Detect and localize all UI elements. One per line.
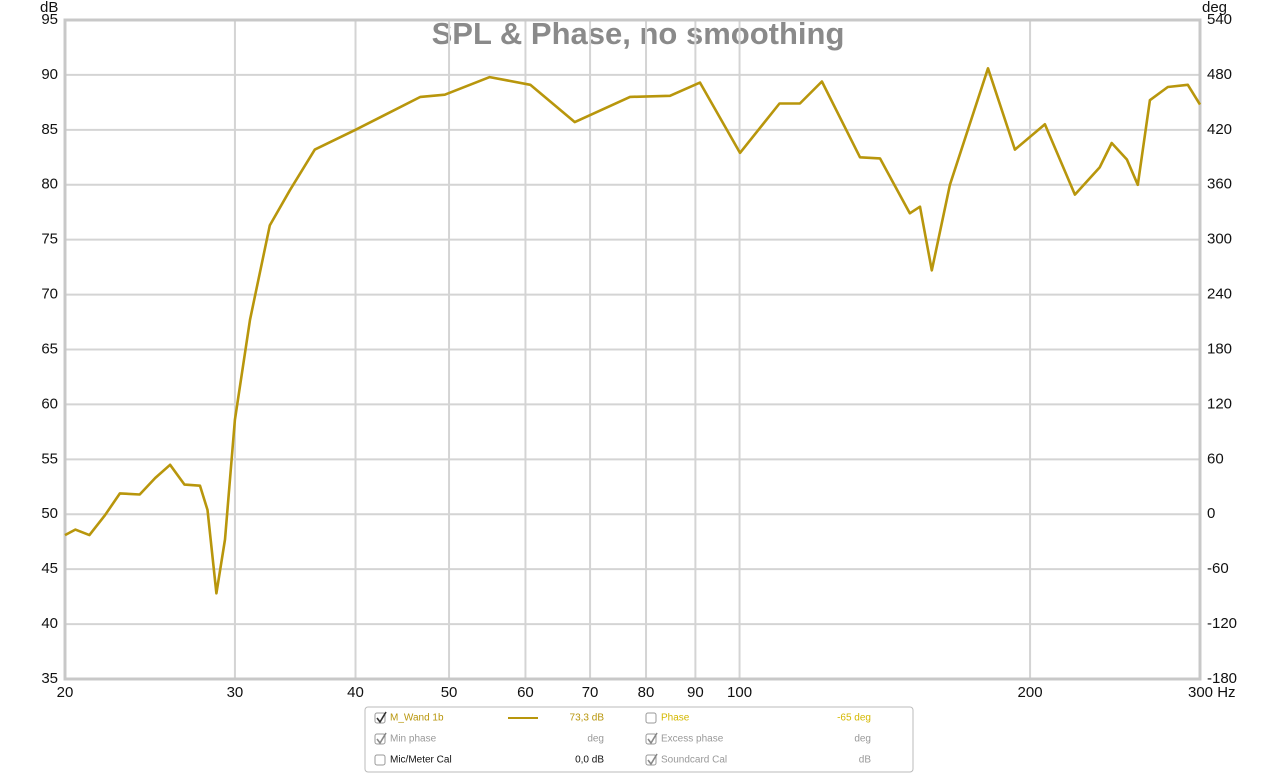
x-tick-label: 100	[727, 684, 752, 701]
y2-tick-label: 0	[1207, 505, 1215, 522]
checkbox[interactable]	[374, 754, 386, 766]
legend-readout: dB	[859, 755, 872, 766]
x-tick-label: 90	[687, 684, 704, 701]
y-tick-label: 50	[41, 505, 58, 522]
checkmark	[647, 732, 658, 745]
y2-tick-label: -120	[1207, 615, 1237, 632]
y2-tick-label: 300	[1207, 231, 1232, 248]
y-tick-label: 35	[41, 670, 58, 687]
x-tick-label: 50	[441, 684, 458, 701]
x-tick-label: 40	[347, 684, 364, 701]
y2-tick-label: 60	[1207, 450, 1224, 467]
legend-label: Min phase	[390, 734, 437, 745]
legend-label: Soundcard Cal	[661, 755, 727, 766]
x-tick-label: 30	[227, 684, 244, 701]
legend-panel	[364, 706, 914, 773]
y-tick-label: 95	[41, 11, 58, 28]
x-tick-label: 300 Hz	[1188, 684, 1236, 701]
legend-readout: deg	[854, 734, 871, 745]
y2-tick-label: 480	[1207, 66, 1232, 83]
legend-label: Phase	[661, 713, 690, 724]
x-tick-label: 70	[582, 684, 599, 701]
y-tick-label: 75	[41, 231, 58, 248]
legend-readout: 0,0 dB	[575, 755, 604, 766]
x-tick-label: 200	[1018, 684, 1043, 701]
checkmark	[376, 732, 387, 745]
y-tick-label: 65	[41, 340, 58, 357]
y-tick-label: 45	[41, 560, 58, 577]
legend-label: Excess phase	[661, 734, 724, 745]
y-tick-label: 70	[41, 286, 58, 303]
y2-tick-label: 180	[1207, 340, 1232, 357]
y-tick-label: 85	[41, 121, 58, 138]
y-tick-label: 80	[41, 176, 58, 193]
plot-border	[63, 18, 1202, 681]
y-tick-label: 55	[41, 450, 58, 467]
legend-readout: deg	[587, 734, 604, 745]
checkbox[interactable]	[645, 712, 657, 724]
y2-tick-label: 240	[1207, 286, 1232, 303]
x-tick-label: 20	[57, 684, 74, 701]
y2-tick-label: 360	[1207, 176, 1232, 193]
y2-tick-label: -60	[1207, 560, 1229, 577]
x-tick-label: 80	[638, 684, 655, 701]
y2-tick-label: 120	[1207, 395, 1232, 412]
y2-tick-label: 420	[1207, 121, 1232, 138]
y-tick-label: 40	[41, 615, 58, 632]
legend-label: M_Wand 1b	[390, 713, 444, 724]
legend-label: Mic/Meter Cal	[390, 755, 452, 766]
y2-tick-label: 540	[1207, 11, 1232, 28]
checkmark	[647, 753, 658, 766]
y-axis-label: dB	[40, 0, 58, 16]
y-tick-label: 90	[41, 66, 58, 83]
checkmark	[376, 711, 387, 724]
y2-tick-label: -180	[1207, 670, 1237, 687]
y-tick-label: 60	[41, 395, 58, 412]
legend-readout: 73,3 dB	[570, 713, 605, 724]
y2-axis-label: deg	[1202, 0, 1227, 16]
chart-title: SPL & Phase, no smoothing	[432, 16, 845, 51]
spl-line	[64, 67, 1202, 595]
x-tick-label: 60	[517, 684, 534, 701]
legend-readout: -65 deg	[837, 713, 871, 724]
